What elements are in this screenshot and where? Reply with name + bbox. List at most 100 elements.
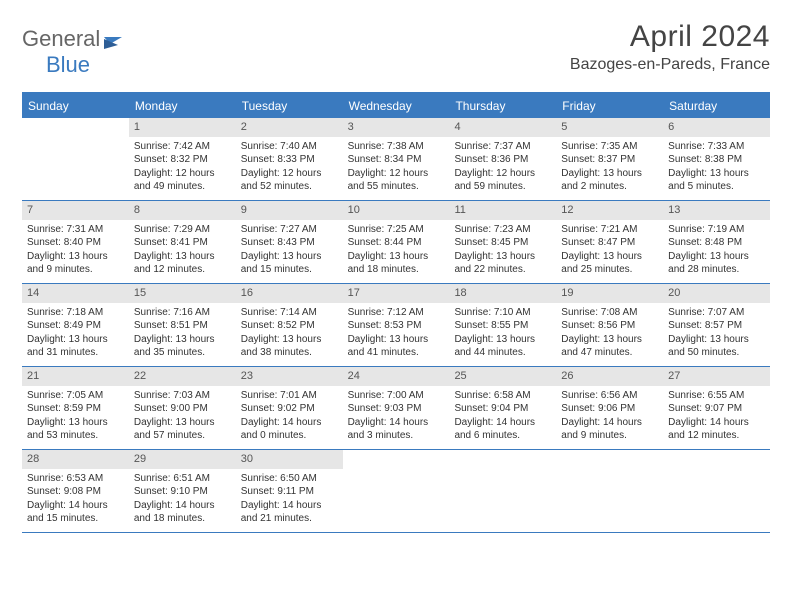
sunset-text: Sunset: 8:57 PM	[668, 319, 765, 333]
day-number: 18	[449, 284, 556, 303]
day-cell: 24Sunrise: 7:00 AMSunset: 9:03 PMDayligh…	[343, 367, 450, 449]
day-number: 27	[663, 367, 770, 386]
sunrise-text: Sunrise: 6:56 AM	[561, 389, 658, 403]
daylight-text: Daylight: 13 hours and 18 minutes.	[348, 250, 445, 277]
daylight-text: Daylight: 14 hours and 9 minutes.	[561, 416, 658, 443]
calendar-row: 14Sunrise: 7:18 AMSunset: 8:49 PMDayligh…	[22, 284, 770, 367]
sunrise-text: Sunrise: 7:19 AM	[668, 223, 765, 237]
sunset-text: Sunset: 8:43 PM	[241, 236, 338, 250]
day-number: 1	[129, 118, 236, 137]
daylight-text: Daylight: 13 hours and 57 minutes.	[134, 416, 231, 443]
day-cell: 6Sunrise: 7:33 AMSunset: 8:38 PMDaylight…	[663, 118, 770, 200]
daylight-text: Daylight: 14 hours and 12 minutes.	[668, 416, 765, 443]
sunset-text: Sunset: 8:36 PM	[454, 153, 551, 167]
calendar-row: 7Sunrise: 7:31 AMSunset: 8:40 PMDaylight…	[22, 201, 770, 284]
weekday-header: Thursday	[449, 94, 556, 118]
empty-cell	[343, 450, 450, 532]
sunset-text: Sunset: 8:34 PM	[348, 153, 445, 167]
day-info: Sunrise: 7:29 AMSunset: 8:41 PMDaylight:…	[129, 220, 236, 282]
day-info: Sunrise: 6:50 AMSunset: 9:11 PMDaylight:…	[236, 469, 343, 531]
sunset-text: Sunset: 8:38 PM	[668, 153, 765, 167]
day-info: Sunrise: 7:03 AMSunset: 9:00 PMDaylight:…	[129, 386, 236, 448]
weekday-header: Friday	[556, 94, 663, 118]
calendar-body: 1Sunrise: 7:42 AMSunset: 8:32 PMDaylight…	[22, 118, 770, 533]
day-number: 21	[22, 367, 129, 386]
daylight-text: Daylight: 14 hours and 3 minutes.	[348, 416, 445, 443]
day-info: Sunrise: 7:31 AMSunset: 8:40 PMDaylight:…	[22, 220, 129, 282]
daylight-text: Daylight: 13 hours and 22 minutes.	[454, 250, 551, 277]
daylight-text: Daylight: 13 hours and 53 minutes.	[27, 416, 124, 443]
day-cell: 1Sunrise: 7:42 AMSunset: 8:32 PMDaylight…	[129, 118, 236, 200]
sunrise-text: Sunrise: 7:00 AM	[348, 389, 445, 403]
day-cell: 10Sunrise: 7:25 AMSunset: 8:44 PMDayligh…	[343, 201, 450, 283]
day-info: Sunrise: 7:23 AMSunset: 8:45 PMDaylight:…	[449, 220, 556, 282]
daylight-text: Daylight: 13 hours and 50 minutes.	[668, 333, 765, 360]
sunrise-text: Sunrise: 7:29 AM	[134, 223, 231, 237]
day-number: 12	[556, 201, 663, 220]
sunrise-text: Sunrise: 7:21 AM	[561, 223, 658, 237]
day-number	[22, 118, 129, 137]
day-info: Sunrise: 7:05 AMSunset: 8:59 PMDaylight:…	[22, 386, 129, 448]
day-cell: 27Sunrise: 6:55 AMSunset: 9:07 PMDayligh…	[663, 367, 770, 449]
sunset-text: Sunset: 8:41 PM	[134, 236, 231, 250]
day-info: Sunrise: 7:07 AMSunset: 8:57 PMDaylight:…	[663, 303, 770, 365]
sunrise-text: Sunrise: 7:33 AM	[668, 140, 765, 154]
sunrise-text: Sunrise: 7:40 AM	[241, 140, 338, 154]
daylight-text: Daylight: 14 hours and 21 minutes.	[241, 499, 338, 526]
day-number: 14	[22, 284, 129, 303]
sunset-text: Sunset: 8:52 PM	[241, 319, 338, 333]
day-number: 5	[556, 118, 663, 137]
day-number: 26	[556, 367, 663, 386]
day-info: Sunrise: 6:51 AMSunset: 9:10 PMDaylight:…	[129, 469, 236, 531]
day-number: 25	[449, 367, 556, 386]
day-info: Sunrise: 6:56 AMSunset: 9:06 PMDaylight:…	[556, 386, 663, 448]
daylight-text: Daylight: 12 hours and 52 minutes.	[241, 167, 338, 194]
sunset-text: Sunset: 8:40 PM	[27, 236, 124, 250]
day-cell: 15Sunrise: 7:16 AMSunset: 8:51 PMDayligh…	[129, 284, 236, 366]
daylight-text: Daylight: 12 hours and 49 minutes.	[134, 167, 231, 194]
day-number	[663, 450, 770, 469]
sunrise-text: Sunrise: 7:25 AM	[348, 223, 445, 237]
day-number: 23	[236, 367, 343, 386]
weekday-header: Tuesday	[236, 94, 343, 118]
day-cell: 28Sunrise: 6:53 AMSunset: 9:08 PMDayligh…	[22, 450, 129, 532]
calendar-header-row: SundayMondayTuesdayWednesdayThursdayFrid…	[22, 94, 770, 118]
sunset-text: Sunset: 8:53 PM	[348, 319, 445, 333]
day-info: Sunrise: 7:12 AMSunset: 8:53 PMDaylight:…	[343, 303, 450, 365]
day-info: Sunrise: 7:01 AMSunset: 9:02 PMDaylight:…	[236, 386, 343, 448]
day-cell: 9Sunrise: 7:27 AMSunset: 8:43 PMDaylight…	[236, 201, 343, 283]
sunrise-text: Sunrise: 7:42 AM	[134, 140, 231, 154]
day-number: 4	[449, 118, 556, 137]
day-number: 10	[343, 201, 450, 220]
sunset-text: Sunset: 8:59 PM	[27, 402, 124, 416]
day-info: Sunrise: 7:18 AMSunset: 8:49 PMDaylight:…	[22, 303, 129, 365]
day-cell: 12Sunrise: 7:21 AMSunset: 8:47 PMDayligh…	[556, 201, 663, 283]
month-title: April 2024	[570, 20, 770, 54]
sunset-text: Sunset: 9:04 PM	[454, 402, 551, 416]
day-number: 22	[129, 367, 236, 386]
daylight-text: Daylight: 13 hours and 38 minutes.	[241, 333, 338, 360]
day-cell: 4Sunrise: 7:37 AMSunset: 8:36 PMDaylight…	[449, 118, 556, 200]
daylight-text: Daylight: 13 hours and 35 minutes.	[134, 333, 231, 360]
sunrise-text: Sunrise: 7:07 AM	[668, 306, 765, 320]
day-info: Sunrise: 6:58 AMSunset: 9:04 PMDaylight:…	[449, 386, 556, 448]
day-number: 7	[22, 201, 129, 220]
day-number: 17	[343, 284, 450, 303]
daylight-text: Daylight: 13 hours and 28 minutes.	[668, 250, 765, 277]
day-number: 20	[663, 284, 770, 303]
calendar-row: 28Sunrise: 6:53 AMSunset: 9:08 PMDayligh…	[22, 450, 770, 533]
day-info: Sunrise: 7:37 AMSunset: 8:36 PMDaylight:…	[449, 137, 556, 199]
sunrise-text: Sunrise: 7:16 AM	[134, 306, 231, 320]
day-info: Sunrise: 7:08 AMSunset: 8:56 PMDaylight:…	[556, 303, 663, 365]
sunset-text: Sunset: 8:55 PM	[454, 319, 551, 333]
day-cell: 5Sunrise: 7:35 AMSunset: 8:37 PMDaylight…	[556, 118, 663, 200]
day-cell: 25Sunrise: 6:58 AMSunset: 9:04 PMDayligh…	[449, 367, 556, 449]
day-cell: 18Sunrise: 7:10 AMSunset: 8:55 PMDayligh…	[449, 284, 556, 366]
sunrise-text: Sunrise: 7:23 AM	[454, 223, 551, 237]
sunset-text: Sunset: 9:07 PM	[668, 402, 765, 416]
day-info: Sunrise: 7:40 AMSunset: 8:33 PMDaylight:…	[236, 137, 343, 199]
day-number	[343, 450, 450, 469]
day-info: Sunrise: 7:14 AMSunset: 8:52 PMDaylight:…	[236, 303, 343, 365]
day-number: 28	[22, 450, 129, 469]
day-number: 2	[236, 118, 343, 137]
